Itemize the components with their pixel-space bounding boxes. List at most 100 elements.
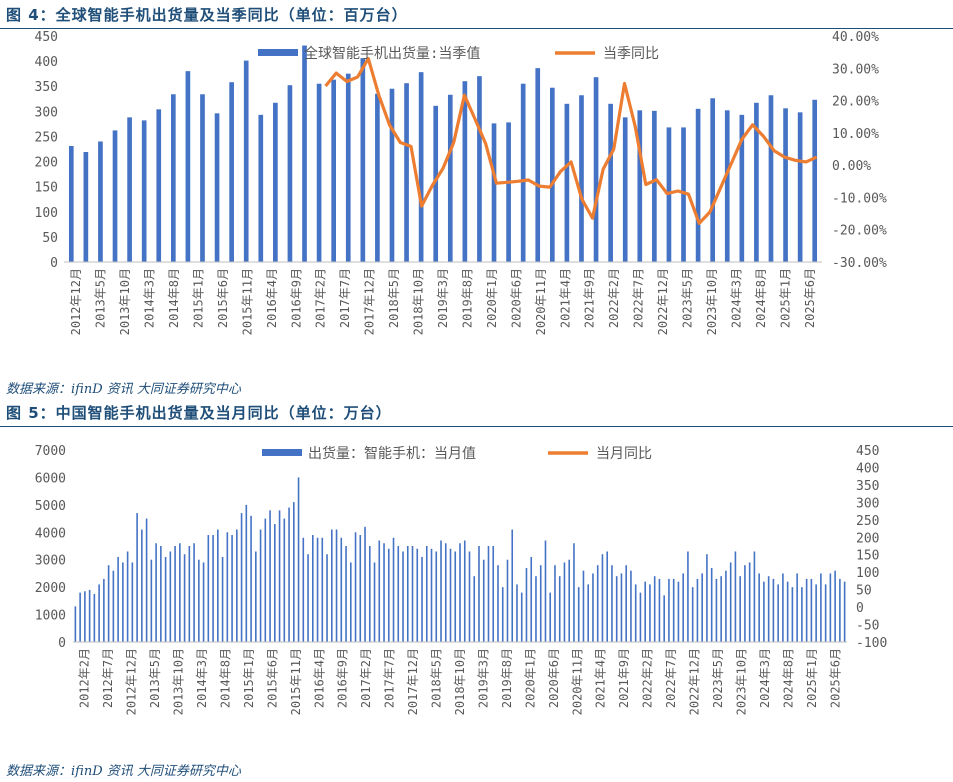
figure-4-title: 图 4：全球智能手机出货量及当季同比（单位：百万台） — [6, 6, 408, 24]
shipment-bar — [791, 587, 794, 642]
left-axis-tick-label: 450 — [35, 30, 58, 45]
shipment-bar — [625, 565, 627, 642]
shipment-bar — [236, 529, 238, 642]
left-axis-tick-label: 5000 — [35, 499, 66, 514]
x-axis-tick-label: 2015年11月 — [289, 648, 303, 715]
left-axis-tick-label: 2000 — [35, 581, 66, 596]
shipment-bar — [506, 559, 509, 642]
left-axis-tick-label: 400 — [35, 55, 58, 70]
shipment-bar — [720, 576, 722, 642]
shipment-bar — [231, 535, 233, 642]
shipment-bar — [360, 58, 366, 262]
shipment-bar — [207, 535, 210, 642]
shipment-bar — [375, 93, 380, 262]
shipment-bar — [302, 537, 305, 642]
shipment-bar — [156, 109, 162, 262]
shipment-bar — [734, 551, 737, 642]
shipment-bar — [637, 110, 643, 262]
shipment-bar — [615, 576, 618, 642]
shipment-bar — [185, 71, 191, 263]
shipment-bar — [425, 546, 428, 642]
shipment-bar — [544, 540, 547, 642]
shipment-bar — [117, 556, 119, 642]
shipment-bar — [501, 587, 504, 642]
x-axis-tick-label: 2020年1月 — [523, 648, 537, 708]
shipment-bar — [212, 535, 214, 642]
shipment-bar — [739, 576, 741, 642]
shipment-bar — [164, 556, 167, 642]
shipment-bar — [430, 548, 433, 642]
shipment-bar — [753, 551, 756, 642]
right-axis-tick-label: -50 — [856, 619, 879, 634]
shipment-bar — [359, 535, 362, 642]
shipment-bar — [644, 581, 646, 642]
legend-bar-swatch — [262, 449, 302, 456]
shipment-bar — [273, 102, 278, 262]
shipment-bar — [608, 103, 613, 262]
shipment-bar — [326, 554, 328, 642]
shipment-bar — [725, 570, 727, 642]
shipment-bar — [639, 592, 642, 642]
x-axis-tick-label: 2018年10月 — [412, 268, 426, 335]
left-axis-tick-label: 200 — [35, 156, 58, 171]
shipment-bar — [402, 551, 404, 642]
shipment-bar — [188, 546, 191, 642]
shipment-bar — [487, 546, 490, 642]
x-axis-tick-label: 2020年11月 — [570, 648, 584, 715]
shipment-bar — [535, 576, 537, 642]
right-axis-tick-label: -100 — [856, 636, 887, 651]
shipment-bar — [687, 551, 689, 642]
right-axis-tick-label: 100 — [856, 566, 879, 581]
x-axis-tick-label: 2021年9月 — [583, 268, 597, 328]
left-axis-tick-label: 100 — [35, 206, 58, 221]
shipment-bar — [288, 507, 290, 642]
shipment-bar — [482, 559, 485, 642]
left-axis-tick-label: 4000 — [35, 526, 66, 541]
x-axis-tick-label: 2024年8月 — [754, 268, 768, 328]
shipment-bar — [462, 81, 468, 262]
x-axis-tick-label: 2013年5月 — [94, 268, 108, 328]
x-axis-tick-label: 2022年2月 — [607, 268, 621, 328]
shipment-bar — [696, 578, 699, 642]
x-axis-tick-label: 2019年3月 — [476, 648, 490, 708]
shipment-bar — [587, 584, 590, 642]
x-axis-tick-label: 2017年2月 — [314, 268, 328, 328]
left-axis-tick-label: 350 — [35, 80, 58, 95]
shipment-bar — [812, 99, 818, 262]
right-axis-tick-label: 200 — [856, 531, 879, 546]
shipment-bar — [229, 82, 234, 263]
x-axis-tick-label: 2020年6月 — [547, 648, 561, 708]
shipment-bar — [345, 546, 347, 642]
shipment-bar — [668, 578, 670, 642]
shipment-bar — [796, 573, 798, 642]
shipment-bar — [563, 562, 566, 642]
shipment-bar — [630, 570, 632, 642]
shipment-bar — [554, 565, 556, 642]
shipment-bar — [549, 87, 555, 263]
shipment-bar — [454, 551, 457, 642]
shipment-bar — [131, 562, 134, 642]
shipment-bar — [706, 554, 708, 642]
china-shipments-chart: 0 1000 2000 3000 4000 5000 6000 7000 -100 -50 0 50 1… — [35, 444, 888, 715]
shipment-bar — [710, 567, 713, 642]
figure-4-title-rule — [0, 28, 953, 29]
x-axis-tick-label: 2019年8月 — [460, 268, 474, 328]
shipment-bar — [820, 573, 822, 642]
shipment-bar — [389, 88, 395, 262]
shipment-bar — [520, 592, 523, 642]
shipment-bar — [582, 570, 585, 642]
x-axis-tick-label: 2023年10月 — [734, 648, 748, 715]
shipment-bar — [824, 584, 827, 642]
shipment-bar — [83, 152, 89, 262]
shipment-bar — [516, 584, 518, 642]
shipment-bar — [68, 145, 74, 262]
shipment-bar — [345, 73, 351, 262]
shipment-bar — [535, 68, 541, 262]
shipment-bar — [287, 85, 293, 262]
shipment-bar — [606, 551, 609, 642]
x-axis-tick-label: 2024年3月 — [758, 648, 772, 708]
shipment-bar — [170, 94, 176, 262]
shipment-bar — [202, 562, 205, 642]
left-axis-tick-label: 7000 — [35, 444, 66, 459]
x-axis-tick-label: 2022年7月 — [632, 268, 646, 328]
